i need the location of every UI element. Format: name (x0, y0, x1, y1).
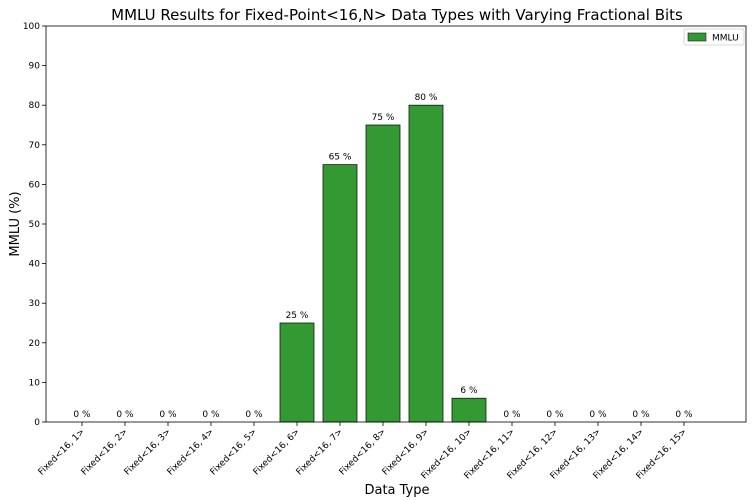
data-labels: 0 % 0 % 0 % 0 % 0 % 25 % 65 % 75 % 80 % 6 % 0 % 0 %… (73, 93, 693, 420)
bar (279, 322, 315, 423)
y-tick-label: 100 (23, 22, 40, 32)
bar-value-label: 25 % (286, 311, 309, 321)
x-axis-title: Data Type (364, 483, 429, 498)
bar (408, 104, 444, 423)
chart-title: MMLU Results for Fixed-Point<16,N> Data … (111, 6, 683, 24)
bar-value-label: 0 % (159, 410, 177, 420)
y-tick-label: 30 (29, 299, 41, 309)
y-tick-label: 10 (29, 378, 41, 388)
y-tick-label: 0 (34, 418, 40, 428)
bar (322, 164, 358, 423)
bar-value-label: 0 % (245, 410, 263, 420)
plot-frame (45, 25, 747, 423)
bar (365, 124, 401, 423)
bar-value-label: 0 % (73, 410, 91, 420)
legend: MMLU (683, 28, 745, 46)
y-axis-ticks: 0 10 20 30 40 50 60 70 80 90 100 (23, 22, 46, 428)
bar-value-label: 0 % (202, 410, 220, 420)
x-axis-ticks: Fixed<16, 1>Fixed<16, 2>Fixed<16, 3>Fixe… (37, 422, 689, 482)
bar-value-label: 0 % (116, 410, 134, 420)
y-tick-label: 50 (29, 220, 41, 230)
y-tick-label: 60 (29, 180, 41, 190)
bar-value-label: 0 % (675, 410, 693, 420)
bar-value-label: 6 % (460, 386, 478, 396)
y-tick-label: 90 (29, 62, 41, 72)
y-tick-label: 40 (29, 260, 41, 270)
y-axis-title: MMLU (%) (8, 191, 23, 256)
bar-value-label: 65 % (329, 153, 352, 163)
bar-value-label: 0 % (503, 410, 521, 420)
bar-value-label: 0 % (632, 410, 650, 420)
bar-value-label: 0 % (546, 410, 564, 420)
bar-value-label: 80 % (415, 93, 438, 103)
bar-value-label: 75 % (372, 113, 395, 123)
y-tick-label: 80 (29, 101, 41, 111)
legend-label: MMLU (712, 34, 739, 44)
y-tick-label: 20 (29, 339, 41, 349)
bars (279, 104, 487, 423)
bar-value-label: 0 % (589, 410, 607, 420)
legend-swatch (687, 32, 707, 42)
bar (451, 397, 487, 423)
y-tick-label: 70 (29, 141, 41, 151)
